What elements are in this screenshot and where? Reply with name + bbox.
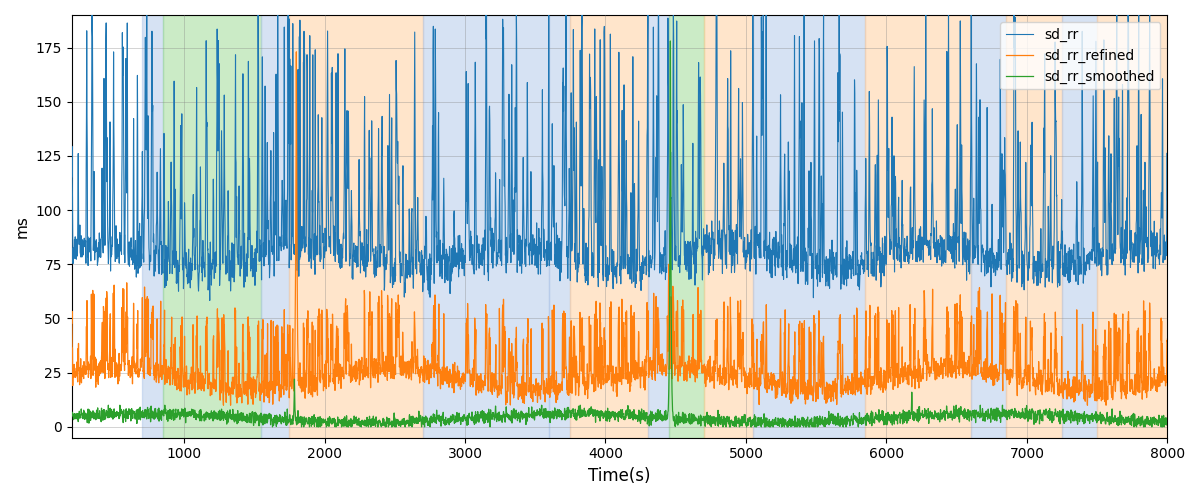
sd_rr_refined xyxy=(1127,386,1141,392)
Bar xyxy=(142,15,163,438)
Bar xyxy=(262,15,289,438)
sd_rr_refined xyxy=(526,394,540,400)
sd_rr_refined xyxy=(862,379,876,385)
Bar xyxy=(289,15,422,438)
sd_rr_refined xyxy=(289,49,304,55)
sd_rr xyxy=(1073,260,1087,266)
sd_rr_smoothed xyxy=(65,408,79,414)
Legend: sd_rr, sd_rr_refined, sd_rr_smoothed: sd_rr, sd_rr_refined, sd_rr_smoothed xyxy=(1000,22,1160,90)
sd_rr_refined xyxy=(1073,386,1087,392)
sd_rr_smoothed xyxy=(586,410,600,416)
sd_rr_refined xyxy=(586,372,600,378)
sd_rr xyxy=(85,12,100,18)
sd_rr_smoothed xyxy=(664,38,678,44)
sd_rr_smoothed xyxy=(862,418,876,424)
sd_rr_smoothed xyxy=(1127,420,1141,426)
X-axis label: Time(s): Time(s) xyxy=(588,467,650,485)
Line: sd_rr_refined: sd_rr_refined xyxy=(72,52,1168,405)
sd_rr_smoothed xyxy=(265,424,280,430)
Bar xyxy=(1062,15,1097,438)
Line: sd_rr_smoothed: sd_rr_smoothed xyxy=(72,41,1168,427)
Bar xyxy=(422,15,550,438)
sd_rr xyxy=(526,251,540,257)
sd_rr xyxy=(586,255,600,261)
Line: sd_rr: sd_rr xyxy=(72,15,1168,300)
Y-axis label: ms: ms xyxy=(16,215,30,238)
Bar xyxy=(704,15,754,438)
sd_rr_refined xyxy=(65,320,79,326)
Bar xyxy=(754,15,865,438)
sd_rr_refined xyxy=(1160,336,1175,342)
Bar xyxy=(648,15,668,438)
sd_rr_smoothed xyxy=(526,412,540,418)
sd_rr xyxy=(534,258,548,264)
sd_rr xyxy=(1127,259,1141,265)
sd_rr_smoothed xyxy=(1160,417,1175,423)
sd_rr xyxy=(862,260,876,266)
sd_rr xyxy=(65,174,79,180)
Bar xyxy=(971,15,1006,438)
Bar xyxy=(1097,15,1182,438)
sd_rr_smoothed xyxy=(534,409,548,415)
Bar xyxy=(570,15,648,438)
sd_rr_refined xyxy=(216,402,230,408)
sd_rr xyxy=(1160,197,1175,203)
Bar xyxy=(865,15,971,438)
Bar xyxy=(668,15,704,438)
sd_rr xyxy=(203,298,217,304)
sd_rr_smoothed xyxy=(1073,416,1087,422)
Bar xyxy=(550,15,570,438)
Bar xyxy=(1006,15,1062,438)
sd_rr_refined xyxy=(534,382,548,388)
Bar xyxy=(163,15,262,438)
